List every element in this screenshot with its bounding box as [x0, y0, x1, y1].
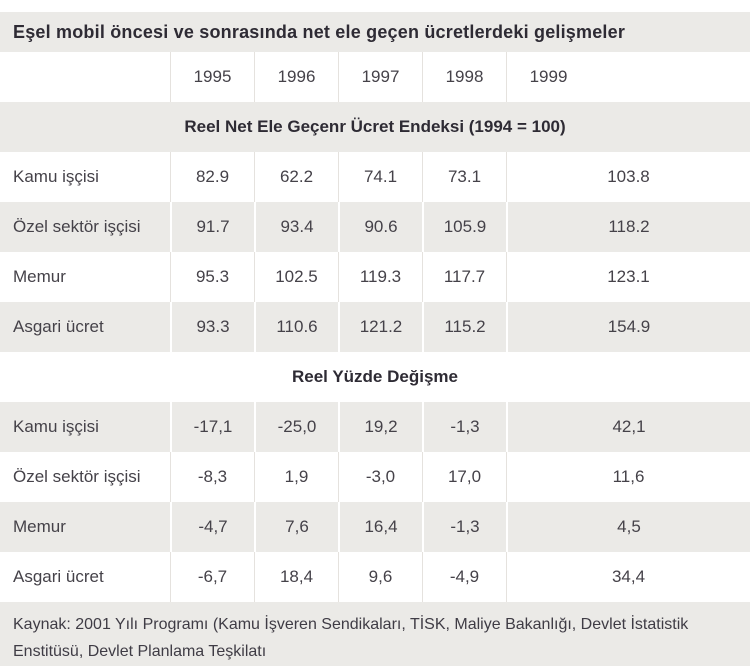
- cell-value: 42,1: [506, 402, 750, 452]
- table-row-kamu-iscisi-pct: Kamu işçisi -17,1 -25,0 19,2 -1,3 42,1: [0, 402, 750, 452]
- cell-value: 102.5: [254, 252, 338, 302]
- cell-value: -8,3: [170, 452, 254, 502]
- row-label: Kamu işçisi: [13, 167, 99, 186]
- cell-value: 74.1: [338, 152, 422, 202]
- year-header-filler: [590, 52, 750, 102]
- cell-value: 117.7: [422, 252, 506, 302]
- cell-value: 110.6: [254, 302, 338, 352]
- cell-value: 11,6: [506, 452, 750, 502]
- cell-value: 103.8: [506, 152, 750, 202]
- cell-value: -3,0: [338, 452, 422, 502]
- cell-value: 1,9: [254, 452, 338, 502]
- cell-value: -1,3: [422, 402, 506, 452]
- table-row-ozel-sektor-pct: Özel sektör işçisi -8,3 1,9 -3,0 17,0 11…: [0, 452, 750, 502]
- cell-value: -1,3: [422, 502, 506, 552]
- cell-value: 91.7: [170, 202, 254, 252]
- cell-value: 93.3: [170, 302, 254, 352]
- cell-value: 154.9: [506, 302, 750, 352]
- row-label: Kamu işçisi: [13, 417, 99, 436]
- cell-value: -25,0: [254, 402, 338, 452]
- cell-value: 93.4: [254, 202, 338, 252]
- source-note: Kaynak: 2001 Yılı Programı (Kamu İşveren…: [0, 602, 750, 666]
- cell-value: 105.9: [422, 202, 506, 252]
- cell-value: 4,5: [506, 502, 750, 552]
- cell-value: -4,7: [170, 502, 254, 552]
- row-label: Özel sektör işçisi: [13, 217, 141, 236]
- table-row-memur-pct: Memur -4,7 7,6 16,4 -1,3 4,5: [0, 502, 750, 552]
- section-header-percent-change: Reel Yüzde Değişme: [0, 352, 750, 402]
- cell-value: 118.2: [506, 202, 750, 252]
- table-row-asgari-ucret-pct: Asgari ücret -6,7 18,4 9,6 -4,9 34,4: [0, 552, 750, 602]
- row-label: Asgari ücret: [13, 567, 104, 586]
- table-row-memur-index: Memur 95.3 102.5 119.3 117.7 123.1: [0, 252, 750, 302]
- table-row-ozel-sektor-index: Özel sektör işçisi 91.7 93.4 90.6 105.9 …: [0, 202, 750, 252]
- source-line-1: Kaynak: 2001 Yılı Programı (Kamu İşveren…: [13, 616, 689, 633]
- table-row-asgari-ucret-index: Asgari ücret 93.3 110.6 121.2 115.2 154.…: [0, 302, 750, 352]
- cell-value: -4,9: [422, 552, 506, 602]
- cell-value: 95.3: [170, 252, 254, 302]
- cell-value: 119.3: [338, 252, 422, 302]
- cell-value: -6,7: [170, 552, 254, 602]
- cell-value: 115.2: [422, 302, 506, 352]
- page-title: Eşel mobil öncesi ve sonrasında net ele …: [0, 12, 750, 52]
- row-label: Memur: [13, 517, 66, 536]
- cell-value: 73.1: [422, 152, 506, 202]
- row-label: Memur: [13, 267, 66, 286]
- year-header-spacer: [0, 52, 170, 102]
- source-line-2: Enstitüsü, Devlet Planlama Teşkilatı: [13, 643, 267, 660]
- year-header-1996: 1996: [254, 52, 338, 102]
- row-label: Asgari ücret: [13, 317, 104, 336]
- cell-value: 82.9: [170, 152, 254, 202]
- cell-value: 19,2: [338, 402, 422, 452]
- cell-value: 34,4: [506, 552, 750, 602]
- section-header-index: Reel Net Ele Geçenr Ücret Endeksi (1994 …: [0, 102, 750, 152]
- cell-value: -17,1: [170, 402, 254, 452]
- cell-value: 62.2: [254, 152, 338, 202]
- cell-value: 16,4: [338, 502, 422, 552]
- year-header-1998: 1998: [422, 52, 506, 102]
- table-row-kamu-iscisi-index: Kamu işçisi 82.9 62.2 74.1 73.1 103.8: [0, 152, 750, 202]
- cell-value: 7,6: [254, 502, 338, 552]
- cell-value: 9,6: [338, 552, 422, 602]
- cell-value: 121.2: [338, 302, 422, 352]
- row-label: Özel sektör işçisi: [13, 467, 141, 486]
- year-header-row: 1995 1996 1997 1998 1999: [0, 52, 750, 102]
- cell-value: 18,4: [254, 552, 338, 602]
- year-header-1995: 1995: [170, 52, 254, 102]
- cell-value: 17,0: [422, 452, 506, 502]
- year-header-1999: 1999: [506, 52, 590, 102]
- year-header-1997: 1997: [338, 52, 422, 102]
- cell-value: 90.6: [338, 202, 422, 252]
- cell-value: 123.1: [506, 252, 750, 302]
